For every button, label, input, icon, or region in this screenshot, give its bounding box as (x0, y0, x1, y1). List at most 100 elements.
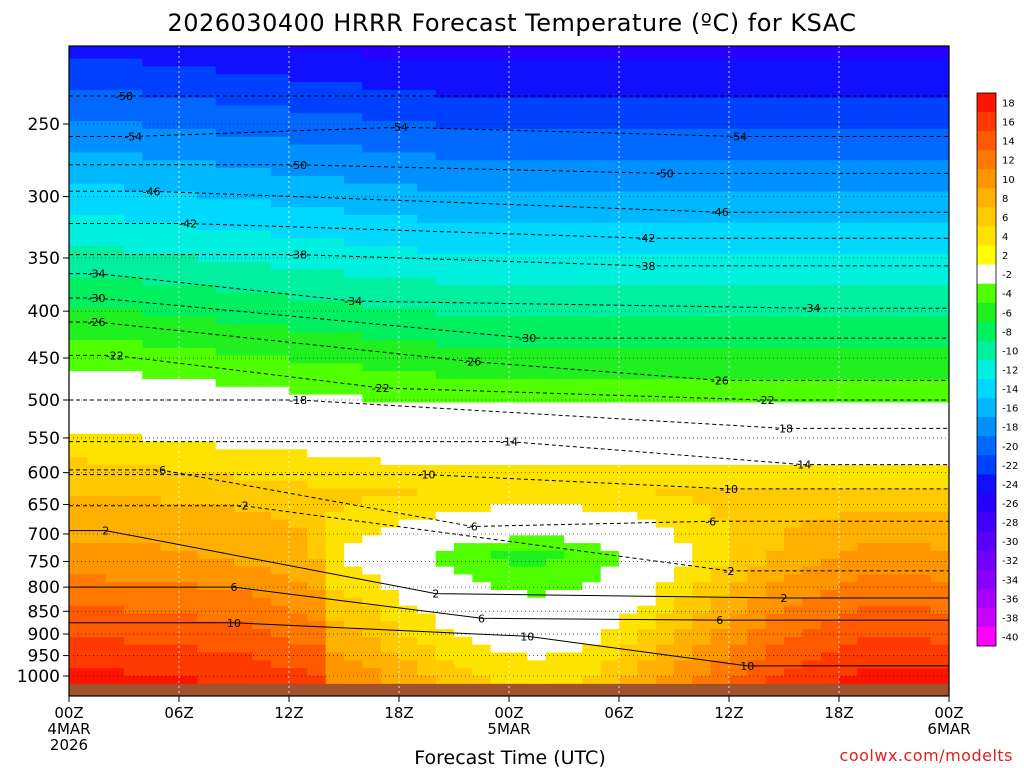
band-cell (600, 433, 620, 443)
band-cell (124, 246, 143, 255)
band-cell (545, 574, 565, 583)
band-cell (545, 457, 565, 466)
band-cell (839, 355, 858, 364)
band-cell (527, 269, 547, 278)
band-cell (564, 144, 583, 153)
contour-label: -38 (289, 249, 307, 262)
band-cell (325, 58, 345, 67)
band-cell (160, 582, 180, 591)
band-cell (472, 183, 492, 192)
band-cell (454, 238, 473, 247)
band-cell (765, 300, 785, 310)
band-cell (197, 238, 217, 247)
band-cell (289, 660, 308, 669)
band-cell (435, 597, 455, 607)
band-cell (435, 394, 455, 403)
band-cell (124, 425, 143, 435)
band-cell (197, 144, 217, 153)
band-cell (820, 386, 840, 396)
band-cell (215, 191, 235, 200)
band-cell (124, 207, 143, 216)
band-cell (710, 582, 730, 591)
band-cell (839, 543, 858, 552)
band-cell (600, 644, 620, 654)
band-cell (637, 300, 657, 310)
band-cell (930, 394, 949, 403)
band-cell (564, 652, 583, 661)
band-cell (619, 605, 638, 615)
band-cell (234, 410, 253, 419)
band-cell (765, 519, 785, 529)
band-cell (802, 386, 822, 396)
band-cell (692, 121, 712, 130)
band-cell (600, 441, 620, 450)
band-cell (105, 175, 125, 185)
band-cell (197, 621, 217, 630)
band-cell (252, 636, 272, 646)
band-cell (894, 410, 913, 419)
band-cell (692, 504, 712, 513)
band-cell (215, 574, 235, 583)
band-cell (820, 496, 840, 505)
band-cell (710, 324, 730, 333)
band-cell (179, 269, 198, 278)
band-cell (435, 238, 455, 247)
band-cell (747, 449, 767, 458)
band-cell (142, 527, 162, 536)
band-cell (124, 676, 143, 685)
band-cell (362, 519, 382, 529)
band-cell (87, 629, 107, 638)
band-cell (637, 543, 657, 552)
band-cell (179, 574, 198, 583)
band-cell (325, 175, 345, 185)
band-cell (600, 410, 620, 419)
band-cell (417, 676, 437, 685)
band-cell (710, 597, 730, 607)
band-cell (839, 590, 858, 599)
band-cell (545, 605, 565, 615)
band-cell (655, 183, 675, 192)
band-cell (912, 277, 932, 286)
band-cell (179, 496, 198, 505)
contour-label: -46 (711, 206, 729, 219)
band-cell (600, 465, 620, 474)
band-cell (527, 300, 547, 310)
band-cell (344, 550, 363, 560)
band-cell (435, 293, 455, 302)
band-cell (234, 527, 253, 536)
band-cell (784, 246, 803, 255)
colorbar-swatch (977, 112, 996, 132)
band-cell (509, 214, 528, 224)
band-cell (234, 183, 253, 192)
band-cell (344, 238, 363, 247)
band-cell (802, 144, 822, 153)
band-cell (637, 457, 657, 466)
band-cell (105, 214, 125, 224)
band-cell (857, 46, 877, 52)
band-cell (454, 418, 473, 427)
band-cell (160, 668, 180, 677)
band-cell (582, 676, 602, 685)
band-cell (802, 254, 822, 263)
band-cell (197, 152, 217, 161)
band-cell (69, 402, 88, 411)
band-cell (655, 363, 675, 372)
band-cell (729, 371, 748, 380)
band-cell (472, 566, 492, 575)
band-cell (197, 629, 217, 638)
band-cell (839, 480, 858, 489)
band-cell (802, 89, 822, 99)
band-cell (289, 410, 308, 419)
band-cell (912, 214, 932, 224)
band-cell (710, 535, 730, 544)
band-cell (234, 66, 253, 75)
band-cell (362, 74, 382, 83)
band-cell (545, 191, 565, 200)
band-cell (124, 269, 143, 278)
band-cell (747, 472, 767, 482)
band-cell (839, 246, 858, 255)
band-cell (325, 128, 345, 138)
band-cell (692, 191, 712, 200)
band-cell (765, 668, 785, 677)
band-cell (325, 629, 345, 638)
